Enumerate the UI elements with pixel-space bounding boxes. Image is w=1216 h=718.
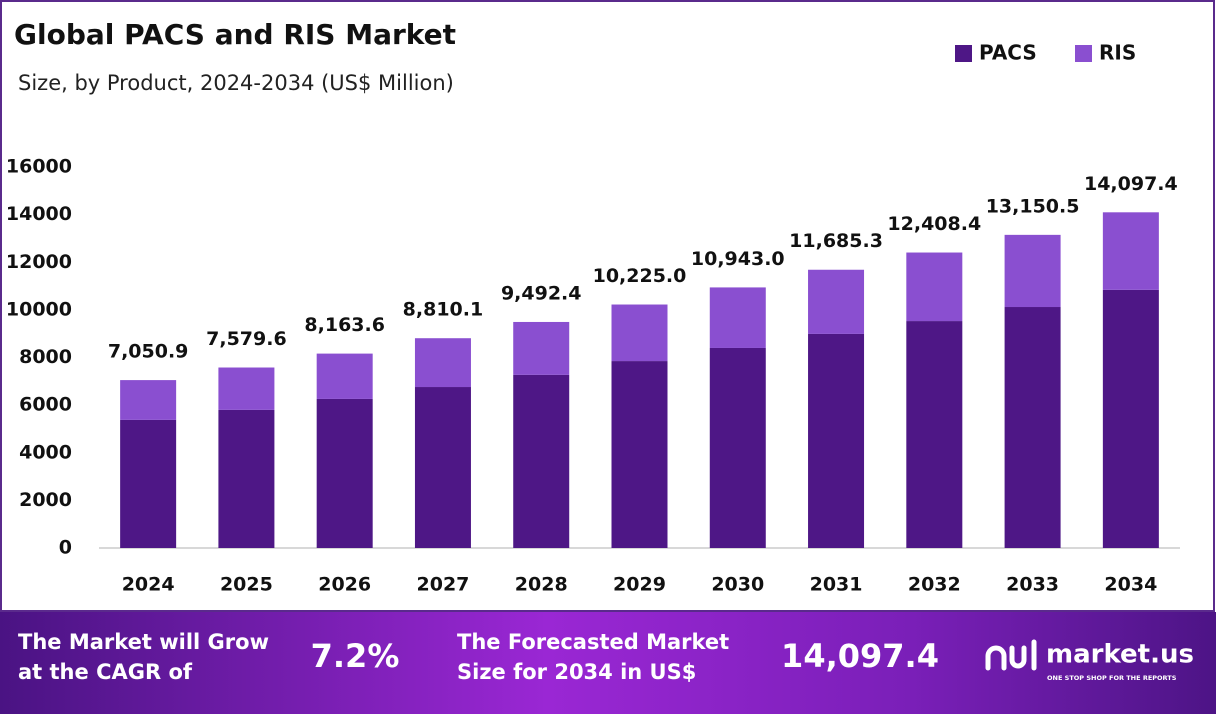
x-tick-label: 2028 [515,574,568,596]
legend-swatch [1075,45,1092,62]
chart-title: Global PACS and RIS Market [14,18,456,51]
chart-subtitle: Size, by Product, 2024-2034 (US$ Million… [18,71,454,95]
x-tick-label: 2032 [908,574,961,596]
bar-segment [1004,307,1061,548]
cagr-value: 7.2% [311,637,400,675]
y-tick-label: 10000 [6,298,72,320]
brand-name: market.us [1046,640,1194,670]
bar-segment [513,374,570,548]
total-label: 14,097.4 [1084,173,1178,195]
y-tick-label: 4000 [19,441,72,463]
x-tick-label: 2027 [417,574,470,596]
footer-text: The Market will Grow [18,630,269,654]
x-tick-label: 2026 [318,574,371,596]
y-tick-label: 0 [59,537,72,559]
bar-segment [414,387,471,548]
x-tick-label: 2030 [711,574,764,596]
brand-tagline: ONE STOP SHOP FOR THE REPORTS [1047,674,1177,682]
x-tick-label: 2025 [220,574,273,596]
y-tick-label: 2000 [19,489,72,511]
bar-segment [120,380,177,420]
x-tick-label: 2029 [613,574,666,596]
brand-logo [985,639,1037,671]
bar-segment [808,333,865,548]
bar-segment [906,321,963,548]
bar-segment [808,269,865,334]
y-tick-label: 12000 [6,251,72,273]
total-label: 11,685.3 [789,230,883,252]
footer-text: Size for 2034 in US$ [457,660,696,684]
x-tick-label: 2031 [810,574,863,596]
footer-text: at the CAGR of [18,660,193,684]
total-label: 8,163.6 [304,314,385,336]
legend-swatch [955,45,972,62]
bar-segment [611,361,668,548]
bar-segment [316,398,373,548]
y-tick-label: 8000 [19,346,72,368]
bar-segment [1102,289,1159,548]
bar-segment [906,252,963,322]
bar-segment [414,338,471,388]
bar-segment [218,367,275,410]
bar-segment [316,353,373,399]
y-tick-label: 16000 [6,156,72,178]
bar-segment [709,347,766,548]
bar-segment [1004,234,1061,308]
bar-segment [218,409,275,548]
y-tick-label: 6000 [19,394,72,416]
total-label: 13,150.5 [986,195,1080,217]
legend-label: RIS [1099,41,1136,65]
x-tick-label: 2024 [122,574,175,596]
bar-segment [611,304,668,362]
y-tick-label: 14000 [6,203,72,225]
forecast-value: 14,097.4 [781,637,939,675]
total-label: 7,050.9 [108,341,189,363]
x-tick-label: 2034 [1104,574,1157,596]
total-label: 10,225.0 [593,265,687,287]
total-label: 9,492.4 [501,282,582,304]
bar-segment [513,321,570,375]
total-label: 12,408.4 [887,213,981,235]
bar-segment [709,287,766,348]
bar-segment [1102,212,1159,290]
footer-text: The Forecasted Market [457,630,729,654]
total-label: 10,943.0 [691,248,785,270]
total-label: 8,810.1 [403,299,484,321]
legend-label: PACS [979,41,1037,65]
bar-segment [120,419,177,548]
total-label: 7,579.6 [206,328,287,350]
x-tick-label: 2033 [1006,574,1059,596]
